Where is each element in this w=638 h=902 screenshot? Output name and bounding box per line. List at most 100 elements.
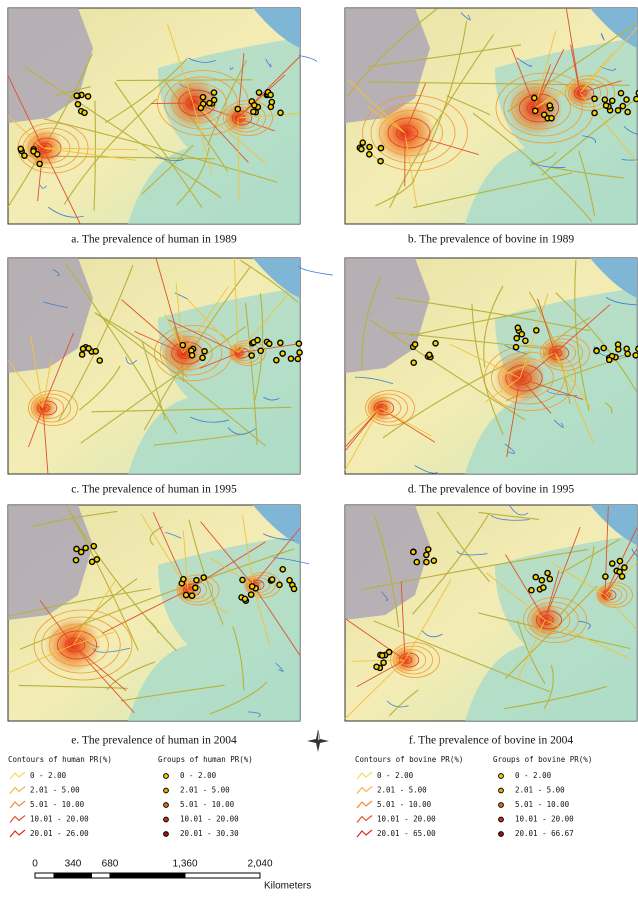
legend-label: 20.01 - 66.67 [515,829,574,838]
legend-dot [164,832,169,837]
survey-site [549,116,554,121]
survey-site [189,593,194,598]
survey-site [37,161,42,166]
survey-site [255,338,260,343]
survey-site [360,140,365,145]
survey-site [295,356,300,361]
legend-title: Contours of bovine PR(%) [355,755,463,764]
survey-site [256,90,261,95]
panel-caption: d. The prevalence of bovine in 1995 [408,484,574,496]
survey-site [617,569,622,574]
survey-site [519,332,524,337]
map-panel [345,505,638,721]
legend-line [357,787,372,794]
survey-site [433,341,438,346]
scale-segment [185,873,260,878]
survey-site [258,348,263,353]
survey-site [592,110,597,115]
map-panel [345,8,638,224]
survey-site [198,105,203,110]
survey-site [515,325,520,330]
legend-line [10,801,25,808]
legend-line [357,816,372,823]
survey-site [411,549,416,554]
survey-site [534,328,539,333]
survey-site [278,110,283,115]
map-panel [345,258,638,474]
survey-site [280,567,285,572]
survey-site [523,338,528,343]
survey-site [426,547,431,552]
survey-site [514,336,519,341]
survey-site [414,559,419,564]
panel-caption: a. The prevalence of human in 1989 [71,234,237,246]
survey-site [201,575,206,580]
legend-label: 5.01 - 10.00 [377,800,432,809]
survey-site [90,559,95,564]
survey-site [86,346,91,351]
survey-site [359,147,364,152]
legend-label: 20.01 - 65.00 [377,829,436,838]
legend-line [357,830,372,837]
survey-site [252,103,257,108]
survey-site [250,584,255,589]
legend-label: 20.01 - 30.30 [180,829,239,838]
scale-sub [35,873,54,878]
survey-site [431,558,436,563]
survey-site [211,90,216,95]
map-panel [8,258,333,474]
survey-site [533,574,538,579]
survey-site [610,561,615,566]
survey-site [547,576,552,581]
legend-label: 5.01 - 10.00 [30,800,85,809]
river [298,266,332,275]
survey-site [291,586,296,591]
survey-site [181,577,186,582]
survey-site [547,103,552,108]
scale-label: 1,360 [172,859,197,870]
survey-site [625,109,630,114]
survey-site [212,97,217,102]
survey-site [602,97,607,102]
legend-label: 10.01 - 20.00 [180,815,239,824]
scale-unit: Kilometers [264,881,311,892]
legend-line [10,816,25,823]
legend-label: 10.01 - 20.00 [377,815,436,824]
legend-dot [164,788,169,793]
survey-site [533,108,538,113]
survey-site [18,146,23,151]
legend-label: 2.01 - 5.00 [377,786,427,795]
survey-site [73,558,78,563]
survey-site [380,653,385,658]
survey-site [97,358,102,363]
scale-label: 2,040 [247,859,272,870]
survey-site [202,349,207,354]
legend-label: 2.01 - 5.00 [515,786,565,795]
survey-site [31,149,36,154]
survey-site [539,578,544,583]
map-panel [8,505,309,721]
legend-label: 0 - 2.00 [515,771,552,780]
survey-site [625,351,630,356]
survey-site [22,153,27,158]
panel-caption: c. The prevalence of human in 1995 [71,484,237,496]
survey-site [633,353,638,358]
legend-label: 0 - 2.00 [30,771,67,780]
survey-site [617,558,622,563]
survey-site [251,109,256,114]
survey-site [603,574,608,579]
survey-site [249,353,254,358]
survey-site [83,545,88,550]
survey-site [424,559,429,564]
survey-site [287,578,292,583]
survey-site [297,350,302,355]
scale-label: 340 [65,859,82,870]
survey-site [513,345,518,350]
survey-site [624,346,629,351]
legend-dot [499,788,504,793]
survey-site [532,95,537,100]
legend-dot [499,832,504,837]
survey-site [74,546,79,551]
survey-site [616,347,621,352]
legend-dot [499,803,504,808]
